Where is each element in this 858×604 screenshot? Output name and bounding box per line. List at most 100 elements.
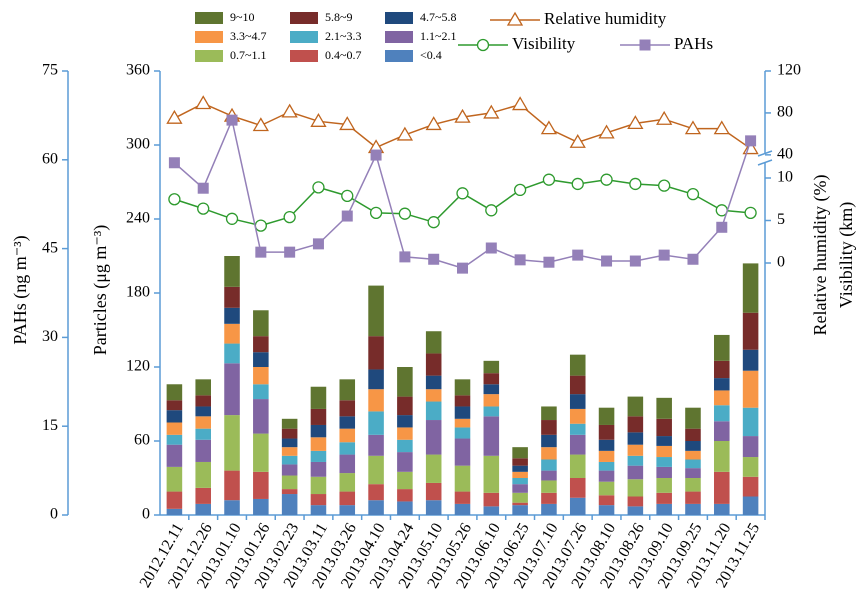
bar-segment bbox=[224, 500, 240, 515]
bar-segment bbox=[512, 471, 528, 478]
bar-segment bbox=[714, 360, 730, 379]
bar-segment bbox=[483, 406, 500, 417]
bar-segment bbox=[310, 476, 327, 495]
marker bbox=[476, 38, 490, 52]
marker bbox=[514, 254, 526, 266]
bar-segment bbox=[281, 489, 298, 495]
bar-segment bbox=[685, 450, 701, 460]
axis-break bbox=[757, 150, 773, 157]
bar-segment bbox=[569, 478, 586, 498]
bar-segment bbox=[627, 432, 644, 445]
marker bbox=[454, 108, 471, 123]
bar-segment bbox=[368, 484, 384, 501]
bar-segment bbox=[310, 424, 327, 438]
pahs-axis-label: PAHs (ng m⁻³) bbox=[10, 235, 31, 344]
bar-segment bbox=[656, 466, 672, 478]
tick-label: 10 bbox=[777, 169, 793, 186]
legend-label: 0.4~0.7 bbox=[325, 48, 362, 62]
bar-segment bbox=[281, 418, 298, 429]
legend-label: 9~10 bbox=[230, 10, 255, 24]
bar-segment bbox=[714, 471, 730, 504]
marker bbox=[485, 242, 497, 254]
marker bbox=[396, 126, 414, 141]
bar-segment bbox=[656, 445, 672, 458]
bar-segment bbox=[685, 441, 701, 451]
bar-segment bbox=[656, 503, 672, 515]
bar-segment bbox=[685, 428, 701, 441]
bar-segment bbox=[224, 286, 240, 308]
marker bbox=[600, 173, 613, 186]
bar-segment bbox=[656, 457, 672, 467]
bar-segment bbox=[569, 434, 586, 455]
bar-segment bbox=[310, 505, 327, 515]
bar-segment bbox=[224, 343, 240, 364]
marker bbox=[370, 149, 382, 161]
marker bbox=[281, 103, 298, 118]
bar-segment bbox=[368, 455, 384, 485]
bar-segment bbox=[541, 434, 557, 448]
tick-label: 300 bbox=[126, 136, 150, 153]
marker bbox=[571, 177, 584, 191]
tick-label: 120 bbox=[126, 358, 150, 375]
marker bbox=[168, 193, 181, 206]
legend-swatch bbox=[290, 50, 318, 62]
legend-swatch bbox=[385, 50, 413, 62]
marker bbox=[168, 157, 180, 169]
tick-label: 45 bbox=[42, 239, 58, 256]
bar-segment bbox=[425, 331, 442, 354]
bar-segment bbox=[339, 505, 356, 515]
bar-segment bbox=[397, 439, 413, 453]
bar-segment bbox=[281, 438, 298, 448]
marker bbox=[483, 104, 500, 119]
legend-label: <0.4 bbox=[420, 48, 442, 62]
marker bbox=[684, 120, 702, 135]
bar-segment bbox=[339, 416, 356, 429]
bar-segment bbox=[742, 436, 759, 458]
bar-segment bbox=[454, 395, 471, 407]
bar-segment bbox=[598, 495, 615, 506]
bar-segment bbox=[714, 503, 730, 515]
bar-segment bbox=[742, 457, 759, 477]
tick-label: 0 bbox=[142, 506, 150, 523]
marker bbox=[543, 256, 555, 268]
marker bbox=[339, 116, 356, 131]
bar-segment bbox=[685, 478, 701, 492]
bar-segment bbox=[512, 484, 528, 493]
marker bbox=[399, 251, 411, 263]
bar-segment bbox=[339, 400, 356, 417]
bar-segment bbox=[512, 465, 528, 472]
bar-segment bbox=[195, 487, 211, 504]
bar-segment bbox=[425, 375, 442, 390]
bar-segment bbox=[569, 423, 586, 435]
bar-segment bbox=[195, 439, 211, 462]
marker bbox=[341, 189, 354, 203]
bar-segment bbox=[166, 422, 183, 435]
marker bbox=[542, 173, 556, 186]
bar-segment bbox=[512, 502, 528, 506]
bar-segment bbox=[656, 436, 672, 446]
bar-segment bbox=[253, 399, 269, 434]
bar-segment bbox=[541, 470, 557, 481]
marker bbox=[745, 135, 757, 147]
bar-segment bbox=[512, 505, 528, 515]
bar-segment bbox=[454, 465, 471, 492]
bar-segment bbox=[339, 491, 356, 506]
bar-segment bbox=[253, 471, 269, 499]
bar-segment bbox=[425, 353, 442, 376]
legend-swatch bbox=[385, 31, 413, 43]
legend-swatch bbox=[385, 12, 413, 24]
bar-segment bbox=[483, 455, 500, 493]
bar-segment bbox=[742, 407, 759, 437]
marker bbox=[457, 262, 468, 274]
legend-label: 2.1~3.3 bbox=[325, 29, 362, 43]
legend-label: 5.8~9 bbox=[325, 10, 353, 24]
bar-segment bbox=[685, 459, 701, 469]
tick-label: 0 bbox=[50, 506, 58, 523]
bar-segment bbox=[425, 482, 442, 501]
bar-segment bbox=[368, 336, 384, 370]
bar-segment bbox=[368, 285, 384, 337]
bar-segment bbox=[253, 352, 269, 367]
marker bbox=[341, 210, 353, 222]
bar-segment bbox=[627, 465, 644, 480]
